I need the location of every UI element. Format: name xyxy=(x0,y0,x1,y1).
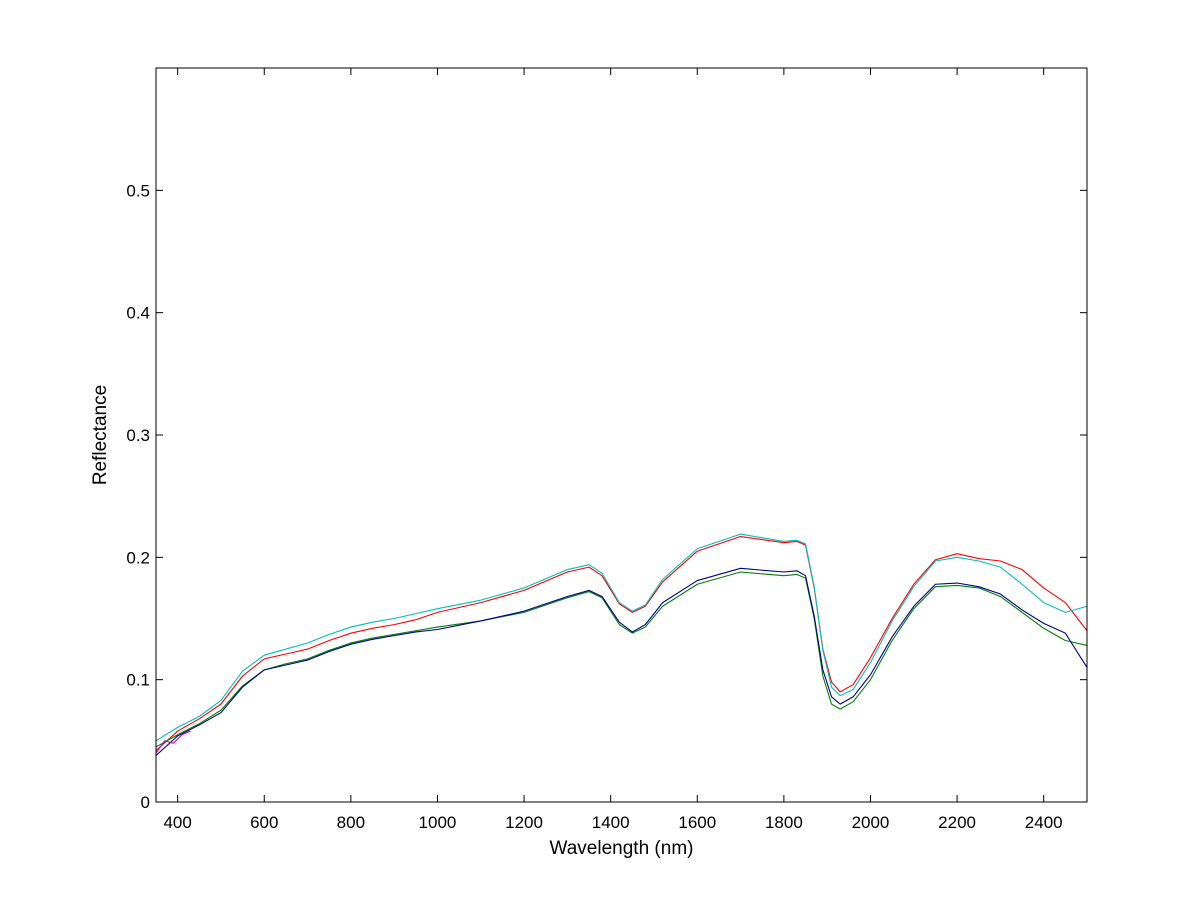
series-line-2 xyxy=(155,533,1088,742)
x-tick-label: 2400 xyxy=(1025,813,1063,832)
plot-background xyxy=(156,68,1087,802)
x-tick-label: 2000 xyxy=(852,813,890,832)
series-line-4 xyxy=(155,567,1088,756)
x-axis-label: Wavelength (nm) xyxy=(550,838,694,859)
x-tick-label: 1200 xyxy=(505,813,543,832)
y-tick-label: 0 xyxy=(141,793,150,812)
x-axis-ticks: 400 600 800 1000 1200 1400 1600 1800 2000 2200 240… xyxy=(163,68,1063,832)
series-line-3 xyxy=(155,571,1088,748)
y-tick-label: 0.2 xyxy=(126,548,150,567)
y-tick-label: 0.3 xyxy=(126,426,150,445)
x-tick-label: 2200 xyxy=(938,813,976,832)
x-tick-label: 1600 xyxy=(678,813,716,832)
y-axis-label: Reflectance xyxy=(90,385,111,485)
x-tick-label: 1000 xyxy=(419,813,457,832)
y-tick-label: 0.4 xyxy=(126,304,150,323)
y-tick-label: 0.5 xyxy=(126,181,150,200)
x-tick-label: 1800 xyxy=(765,813,803,832)
plot-area xyxy=(156,68,1087,802)
x-tick-label: 800 xyxy=(337,813,365,832)
x-tick-label: 400 xyxy=(163,813,191,832)
x-tick-label: 1400 xyxy=(592,813,630,832)
x-tick-label: 600 xyxy=(250,813,278,832)
series-layer xyxy=(155,533,1088,756)
series-line-1 xyxy=(155,535,1088,752)
series-line-5 xyxy=(155,730,191,754)
y-axis-ticks: 0 0.1 0.2 0.3 0.4 0.5 xyxy=(126,181,1087,812)
y-tick-label: 0.1 xyxy=(126,671,150,690)
